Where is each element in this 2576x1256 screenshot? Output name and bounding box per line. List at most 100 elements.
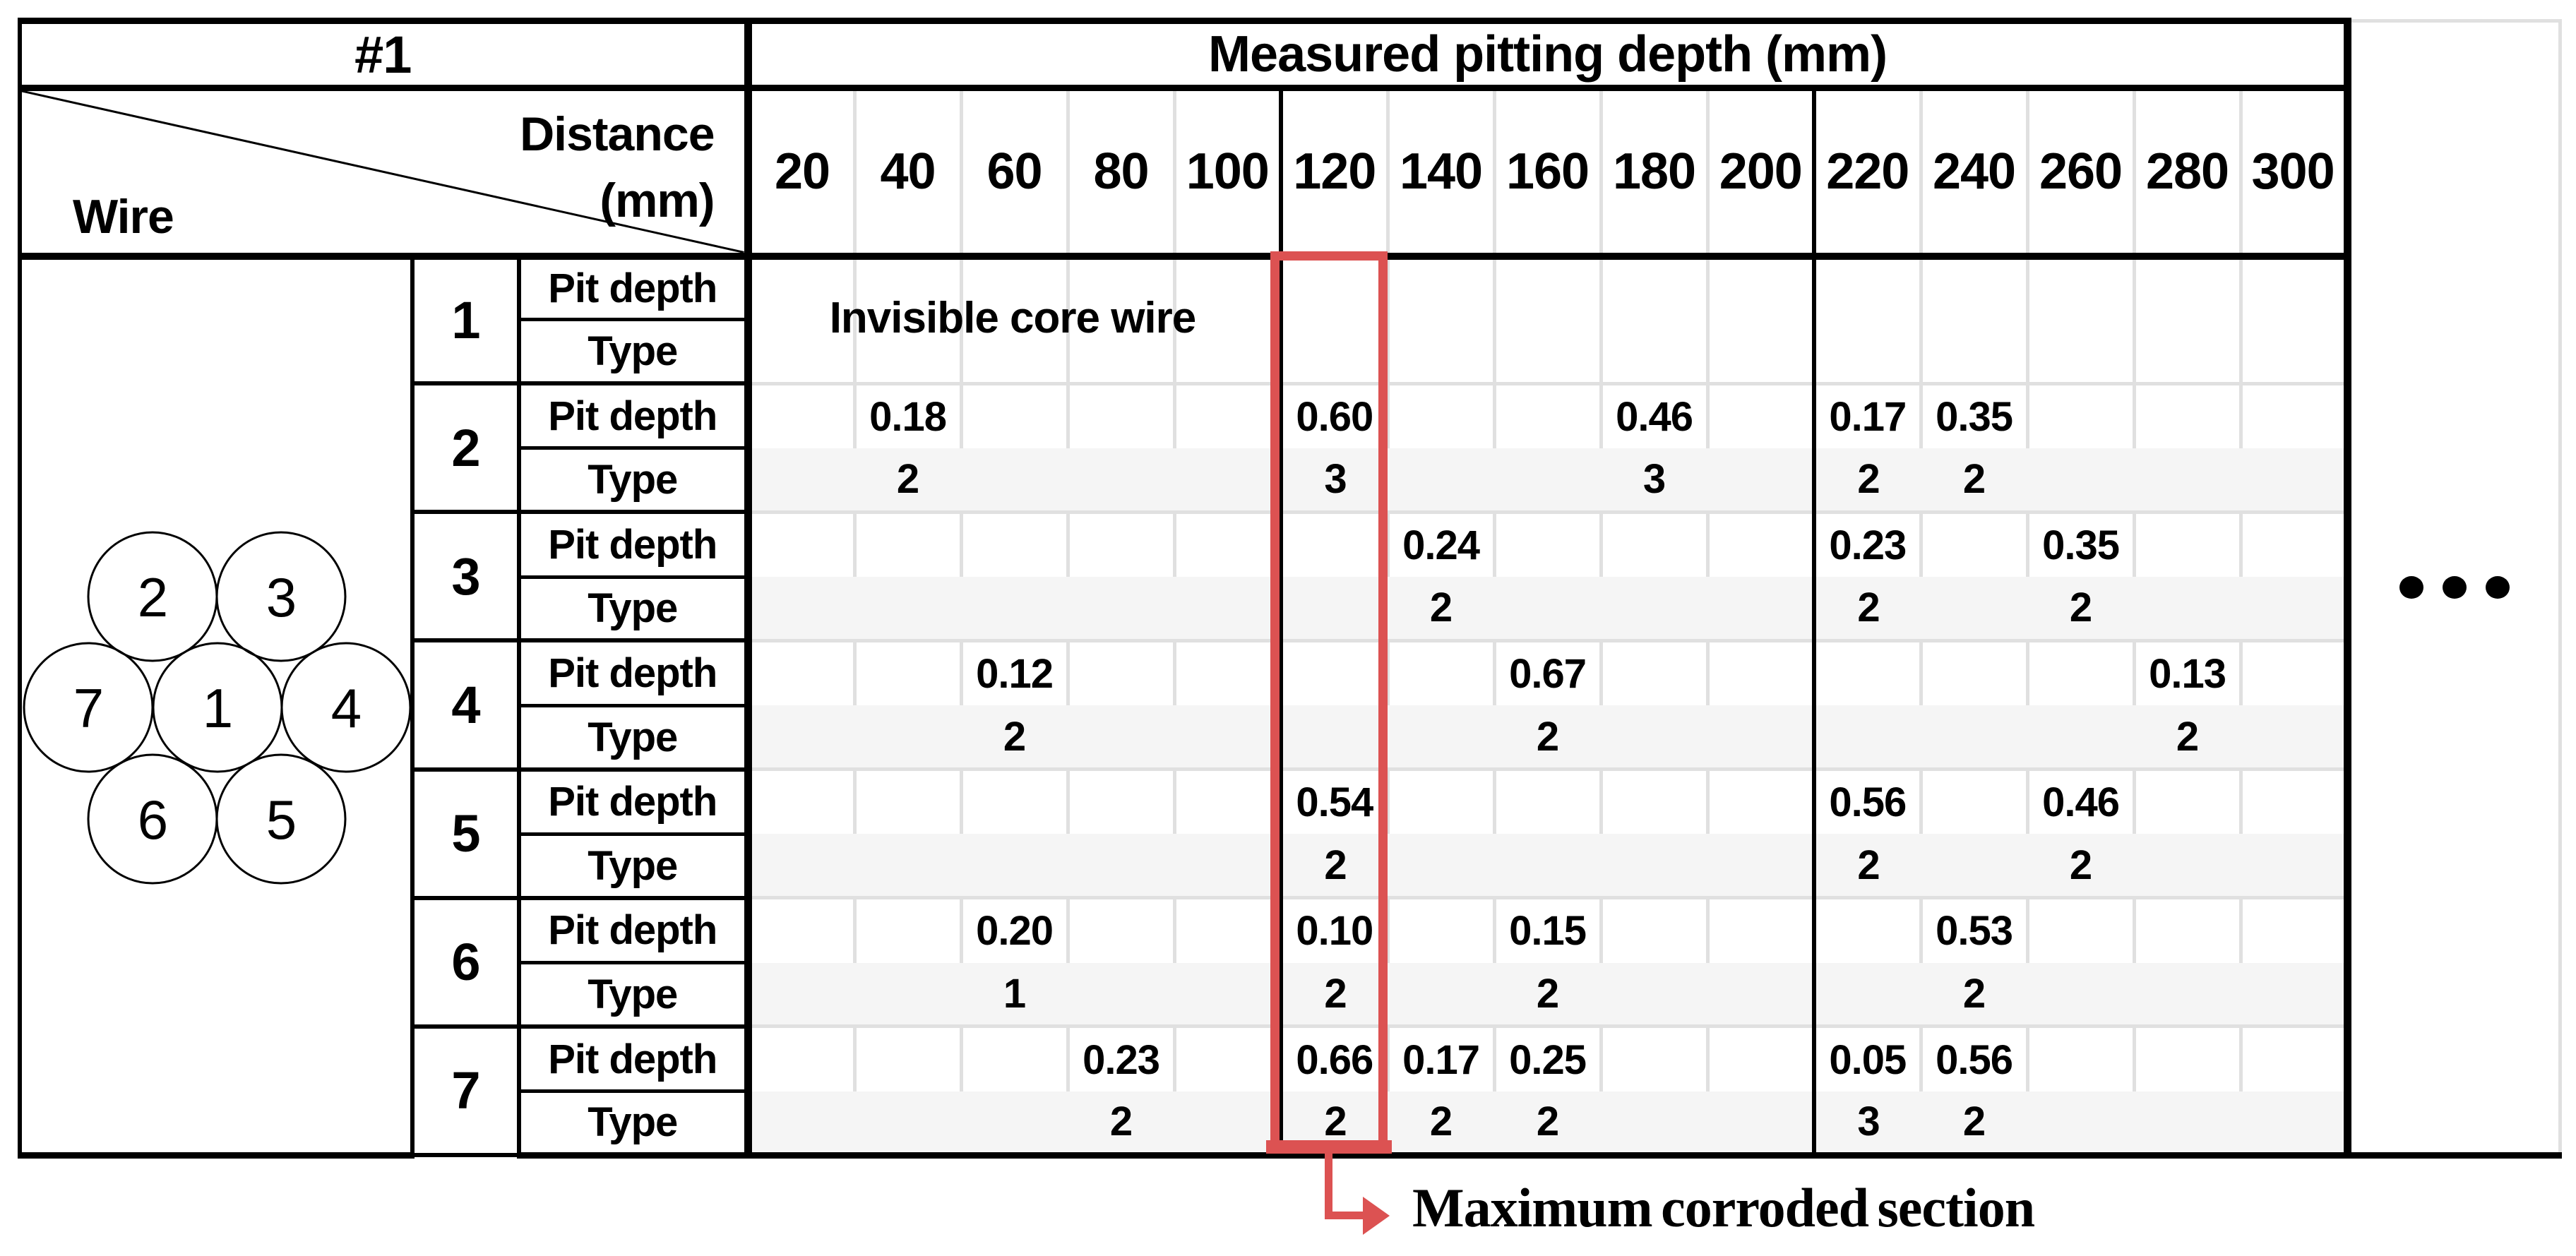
pit-7-20 (748, 1024, 855, 1091)
type-row-label: Type (519, 319, 752, 386)
distance-header-100: 100 (1172, 88, 1282, 260)
pitting-depth-table: #1 Measured pitting depth (mm) Distance (mm… (17, 18, 2562, 1159)
pit-2-260 (2025, 381, 2135, 448)
pit-7-260 (2025, 1024, 2135, 1091)
type-4-60: 2 (961, 705, 1068, 770)
pit-7-80: 0.23 (1066, 1024, 1175, 1091)
pit-4-100 (1172, 638, 1282, 706)
distance-header-240: 240 (1919, 88, 2028, 260)
type-4-160: 2 (1494, 705, 1602, 770)
type-7-240: 2 (1921, 1091, 2028, 1159)
distance-header-60: 60 (959, 88, 1068, 260)
wire-cross-section-diagram: 2 3 7 1 4 6 5 (23, 531, 410, 884)
type-1-140 (1385, 319, 1495, 384)
pit-4-260 (2025, 638, 2135, 706)
type-7-200 (1707, 1091, 1815, 1159)
distance-header-40: 40 (852, 88, 962, 260)
wire-circle-number: 4 (331, 677, 361, 739)
type-7-80: 2 (1068, 1091, 1175, 1159)
pit-5-40 (852, 767, 962, 835)
type-3-60 (961, 577, 1068, 641)
pit-1-300 (2238, 256, 2348, 320)
type-3-100 (1174, 577, 1282, 641)
type-3-20 (748, 577, 855, 641)
pit-1-180 (1599, 256, 1708, 320)
pit-5-260: 0.46 (2025, 767, 2135, 835)
type-1-240 (1919, 319, 2028, 384)
pit-5-300 (2238, 767, 2348, 835)
pit-1-240 (1919, 256, 2028, 320)
type-row-label: Type (519, 1091, 752, 1159)
type-4-80 (1068, 705, 1175, 770)
distance-axis-label: Distance (mm) (520, 101, 715, 234)
distance-header-220: 220 (1812, 88, 1921, 260)
type-3-260: 2 (2027, 577, 2135, 641)
pit-5-160 (1492, 767, 1602, 835)
type-row-label: Type (519, 834, 752, 900)
wire-circle (215, 753, 347, 884)
pit-3-160 (1492, 510, 1602, 578)
wire-number-1: 1 (410, 256, 521, 386)
type-5-300 (2241, 834, 2348, 898)
pit-4-220 (1812, 638, 1921, 706)
type-6-60: 1 (961, 962, 1068, 1027)
distance-header-140: 140 (1385, 88, 1495, 260)
pit-3-20 (748, 510, 855, 578)
distance-header-260: 260 (2025, 88, 2135, 260)
distance-header-300: 300 (2238, 88, 2348, 260)
distance-unit: (mm) (600, 174, 715, 227)
type-6-280 (2134, 962, 2241, 1027)
type-1-120 (1279, 319, 1388, 384)
pit-7-120: 0.66 (1279, 1024, 1388, 1091)
pit-6-100 (1172, 896, 1282, 963)
distance-word: Distance (520, 107, 715, 161)
pit-3-140: 0.24 (1385, 510, 1495, 578)
pit-3-40 (852, 510, 962, 578)
pit-2-220: 0.17 (1812, 381, 1921, 448)
type-3-240 (1921, 577, 2028, 641)
pit-7-180 (1599, 1024, 1708, 1091)
type-4-40 (854, 705, 962, 770)
pit-depth-row-label: Pit depth (519, 1026, 752, 1094)
pit-3-60 (959, 510, 1068, 578)
type-5-140 (1388, 834, 1495, 898)
pit-7-220: 0.05 (1812, 1024, 1921, 1091)
type-1-40 (852, 319, 962, 384)
max-corroded-section-label: Maximum corroded section (1412, 1177, 2035, 1238)
distance-header-180: 180 (1599, 88, 1708, 260)
pit-2-100 (1172, 381, 1282, 448)
pit-6-260 (2025, 896, 2135, 963)
type-5-180 (1601, 834, 1708, 898)
pit-6-80 (1066, 896, 1175, 963)
distance-wire-corner-cell: Distance (mm) Wire (17, 88, 752, 260)
wire-diagram-cell: 2 3 7 1 4 6 5 (18, 256, 415, 1159)
type-3-40 (854, 577, 962, 641)
pit-1-260 (2025, 256, 2135, 320)
type-5-40 (854, 834, 962, 898)
pit-5-100 (1172, 767, 1282, 835)
wire-circle-number: 2 (138, 566, 167, 628)
pit-depth-row-label: Pit depth (519, 383, 752, 450)
type-2-20 (748, 448, 855, 513)
pit-5-180 (1599, 767, 1708, 835)
wire-circle-number: 3 (266, 566, 296, 628)
type-row-label: Type (519, 577, 752, 643)
distance-header-160: 160 (1492, 88, 1602, 260)
type-6-300 (2241, 962, 2348, 1027)
pit-2-140 (1385, 381, 1495, 448)
type-1-60 (959, 319, 1068, 384)
type-5-20 (748, 834, 855, 898)
pit-6-300 (2238, 896, 2348, 963)
pit-2-160 (1492, 381, 1602, 448)
pit-4-120 (1279, 638, 1388, 706)
type-2-280 (2134, 448, 2241, 513)
type-6-140 (1388, 962, 1495, 1027)
type-1-200 (1705, 319, 1815, 384)
pit-5-140 (1385, 767, 1495, 835)
type-2-220: 2 (1812, 448, 1921, 513)
type-5-100 (1174, 834, 1282, 898)
specimen-number-label: #1 (17, 18, 752, 91)
pit-1-140 (1385, 256, 1495, 320)
pit-3-120 (1279, 510, 1388, 578)
